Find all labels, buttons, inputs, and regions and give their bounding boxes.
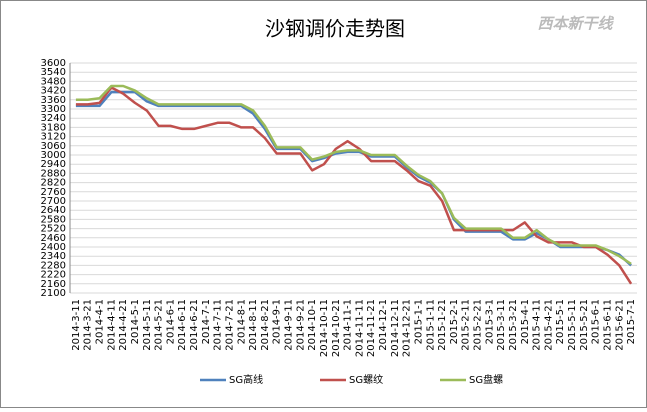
y-tick-label: 3060 [41, 141, 66, 152]
y-tick-label: 2220 [41, 270, 66, 281]
x-tick-label: 2014-10-1 [307, 299, 318, 351]
x-tick-label: 2015-5-11 [567, 299, 578, 351]
x-tick-label: 2014-11-11 [354, 299, 365, 357]
y-tick-label: 3540 [41, 67, 66, 78]
x-tick-label: 2014-8-1 [236, 299, 247, 344]
lines [75, 84, 633, 285]
y-tick-label: 2460 [41, 233, 66, 244]
legend-label: SG螺纹 [349, 373, 383, 386]
y-tick-label: 2400 [41, 242, 66, 253]
x-tick-label: 2014-3-11 [71, 299, 82, 351]
x-tick-label: 2015-6-21 [614, 299, 625, 351]
x-tick-label: 2015-4-21 [543, 299, 554, 351]
y-tick-label: 2520 [41, 224, 66, 235]
x-tick-label: 2014-7-21 [224, 299, 235, 351]
x-tick-label: 2014-9-1 [272, 299, 283, 344]
legend-label: SG盘螺 [469, 373, 503, 386]
x-tick-label: 2015-1-21 [437, 299, 448, 351]
labels: 2100216022202280234024002460252025802640… [41, 58, 638, 386]
x-tick-label: 2014-6-21 [189, 299, 200, 351]
y-tick-label: 2640 [41, 205, 66, 216]
x-tick-label: 2015-2-21 [473, 299, 484, 351]
y-tick-label: 2820 [41, 178, 66, 189]
x-tick-label: 2014-12-11 [390, 299, 401, 357]
x-tick-label: 2014-6-11 [177, 299, 188, 351]
grid [69, 62, 637, 294]
x-tick-label: 2015-2-1 [449, 299, 460, 344]
x-tick-label: 2014-3-21 [83, 299, 94, 351]
x-tick-label: 2014-9-21 [295, 299, 306, 351]
x-tick-label: 2015-4-11 [532, 299, 543, 351]
y-tick-label: 2100 [41, 288, 66, 299]
x-tick-label: 2014-6-1 [165, 299, 176, 344]
x-tick-label: 2015-1-1 [413, 299, 424, 344]
x-tick-label: 2014-7-1 [201, 299, 212, 344]
x-tick-label: 2015-1-11 [425, 299, 436, 351]
y-tick-label: 2280 [41, 260, 66, 271]
x-tick-label: 2014-10-21 [331, 299, 342, 357]
x-tick-label: 2015-6-11 [602, 299, 613, 351]
x-tick-label: 2014-12-1 [378, 299, 389, 351]
x-tick-label: 2014-4-21 [118, 299, 129, 351]
y-tick-label: 2940 [41, 159, 66, 170]
y-tick-label: 2760 [41, 187, 66, 198]
x-tick-label: 2014-8-11 [248, 299, 259, 351]
series-line [75, 90, 632, 267]
x-tick-label: 2015-3-1 [484, 299, 495, 344]
y-tick-label: 3000 [41, 150, 66, 161]
x-tick-label: 2015-5-21 [579, 299, 590, 351]
x-tick-label: 2014-5-11 [142, 299, 153, 351]
y-tick-label: 2700 [41, 196, 66, 207]
y-tick-label: 3240 [41, 113, 66, 124]
x-tick-label: 2015-4-1 [520, 299, 531, 344]
x-tick-label: 2014-9-11 [284, 299, 295, 351]
y-tick-label: 3120 [41, 132, 66, 143]
y-tick-label: 3480 [41, 76, 66, 87]
y-tick-label: 2340 [41, 251, 66, 262]
x-tick-label: 2014-7-11 [213, 299, 224, 351]
x-tick-label: 2015-2-11 [461, 299, 472, 351]
watermark: 西本新干线 [537, 15, 614, 33]
x-tick-label: 2015-6-1 [591, 299, 602, 344]
x-tick-label: 2014-10-11 [319, 299, 330, 357]
y-tick-label: 3360 [41, 95, 66, 106]
x-tick-label: 2015-5-1 [555, 299, 566, 344]
x-tick-label: 2015-7-1 [626, 299, 637, 344]
x-tick-label: 2015-3-11 [496, 299, 507, 351]
chart-title: 沙钢调价走势图 [265, 17, 405, 41]
x-tick-label: 2014-11-21 [366, 299, 377, 357]
y-tick-label: 3420 [41, 86, 66, 97]
y-tick-label: 2880 [41, 168, 66, 179]
y-tick-label: 2160 [41, 279, 66, 290]
series-line [75, 86, 633, 285]
x-tick-label: 2014-8-21 [260, 299, 271, 351]
y-tick-label: 2580 [41, 214, 66, 225]
x-tick-label: 2014-5-21 [154, 299, 165, 351]
series-line [75, 84, 632, 265]
x-tick-label: 2015-3-21 [508, 299, 519, 351]
y-tick-label: 3300 [41, 104, 66, 115]
x-tick-label: 2014-11-1 [343, 299, 354, 351]
y-tick-label: 3180 [41, 122, 66, 133]
x-tick-label: 2014-5-1 [130, 299, 141, 344]
y-tick-label: 3600 [41, 58, 66, 69]
x-tick-label: 2014-4-1 [95, 299, 106, 344]
x-tick-label: 2014-12-21 [402, 299, 413, 357]
legend-label: SG高线 [229, 373, 263, 386]
x-tick-label: 2014-4-11 [106, 299, 117, 351]
